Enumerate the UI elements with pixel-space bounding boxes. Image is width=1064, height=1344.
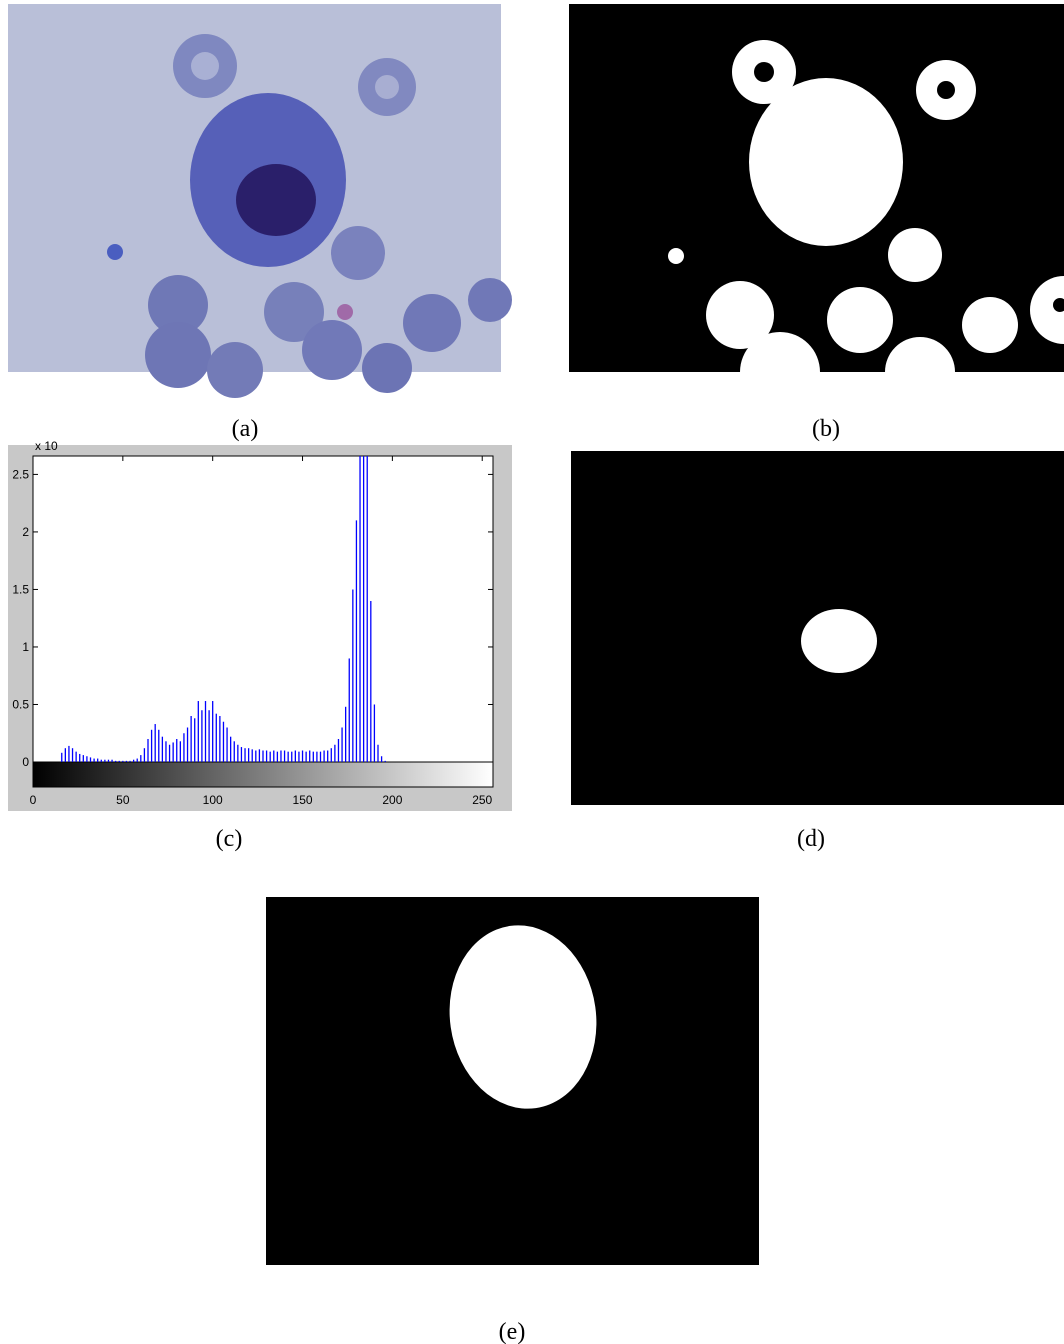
panel-label: (d)	[797, 826, 825, 852]
panel-label: (a)	[232, 416, 259, 442]
panel-label: (b)	[812, 416, 840, 442]
colorbar	[33, 762, 493, 787]
x-tick-label: 250	[472, 793, 492, 807]
figure: x 10 (a) (b) (c) (d) (e) 0 0.5 1 1.5 2 2.5 0 50…	[0, 0, 1064, 1344]
y-tick-label: 0	[22, 755, 29, 769]
y-tick-label: 1.5	[12, 582, 29, 596]
x-tick-label: 100	[203, 793, 223, 807]
panel-e-image	[266, 897, 759, 1265]
y-tick-label: 2	[22, 525, 29, 539]
y-tick-label: 0.5	[12, 697, 29, 711]
x-tick-label: 150	[293, 793, 313, 807]
panel-a-image	[8, 4, 512, 398]
x-tick-label: 0	[30, 793, 37, 807]
x-tick-label: 50	[116, 793, 130, 807]
y-tick-label: 1	[22, 640, 29, 654]
panel-d-image	[571, 451, 1064, 805]
y-tick-label: 2.5	[12, 467, 29, 481]
x-tick-label: 200	[382, 793, 402, 807]
exponent-label: x 10	[35, 439, 58, 453]
panel-label: (c)	[216, 826, 243, 852]
plot-area	[33, 456, 493, 762]
panel-b-image	[569, 4, 1064, 412]
panel-label: (e)	[499, 1319, 526, 1344]
